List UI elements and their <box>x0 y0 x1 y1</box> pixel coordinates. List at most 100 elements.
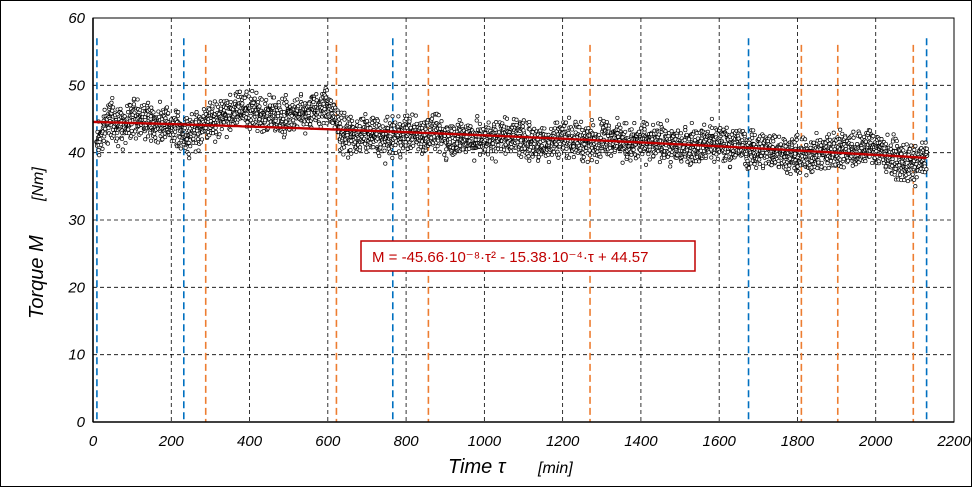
data-point <box>509 145 514 150</box>
data-point <box>109 100 114 105</box>
data-point <box>444 156 449 161</box>
data-point <box>863 139 868 144</box>
data-point <box>396 114 401 119</box>
data-point <box>803 137 808 142</box>
data-point <box>489 156 495 161</box>
data-point <box>255 128 260 134</box>
data-point <box>804 173 809 178</box>
data-point <box>106 125 111 131</box>
data-point <box>632 121 637 126</box>
data-point <box>776 165 782 170</box>
data-point <box>182 125 187 131</box>
data-point <box>777 134 782 139</box>
data-point <box>188 144 193 149</box>
data-point <box>794 137 799 142</box>
data-point <box>126 110 131 115</box>
data-point <box>924 167 929 172</box>
data-point <box>558 141 563 146</box>
data-point <box>874 149 879 154</box>
data-point <box>183 145 188 150</box>
data-point <box>580 159 586 164</box>
data-point <box>752 132 757 138</box>
data-point <box>166 111 171 116</box>
x-tick-label: 800 <box>394 433 420 450</box>
data-point <box>337 121 342 126</box>
data-point <box>514 122 519 128</box>
data-point <box>819 160 824 165</box>
data-point <box>349 151 354 156</box>
equation-box: M = -45.66·10⁻⁸·τ² - 15.38·10⁻⁴·τ + 44.5… <box>360 240 696 272</box>
data-point <box>377 153 382 159</box>
data-point <box>133 136 138 141</box>
data-point <box>668 160 673 165</box>
data-point <box>684 132 689 137</box>
data-point <box>644 122 650 127</box>
data-point <box>555 120 560 125</box>
data-point <box>724 125 729 130</box>
data-point <box>145 134 151 139</box>
data-point <box>783 144 788 149</box>
data-point <box>407 119 412 124</box>
data-point <box>831 130 836 135</box>
data-point <box>810 169 815 174</box>
data-point <box>826 132 831 137</box>
data-point <box>764 150 769 155</box>
data-point <box>546 140 551 145</box>
data-point <box>355 119 360 124</box>
data-point <box>291 118 296 123</box>
data-point <box>186 140 191 145</box>
data-point <box>787 163 792 168</box>
data-point <box>828 159 833 164</box>
data-point <box>841 165 846 170</box>
data-point <box>518 142 523 147</box>
data-point <box>913 184 918 189</box>
data-point <box>750 135 755 141</box>
data-point <box>151 110 156 115</box>
fit-equation: M = -45.66·10⁻⁸·τ² - 15.38·10⁻⁴·τ + 44.5… <box>372 249 648 266</box>
x-axis-unit: [min] <box>537 460 573 477</box>
data-point <box>514 117 519 122</box>
data-point <box>188 126 193 131</box>
data-point <box>397 122 402 127</box>
data-point <box>906 171 911 176</box>
data-point <box>496 143 501 148</box>
x-tick-label: 600 <box>315 433 341 450</box>
data-point <box>542 126 547 131</box>
data-point <box>467 146 472 151</box>
data-point <box>148 114 153 119</box>
data-point <box>445 127 450 132</box>
data-point <box>251 100 256 105</box>
data-point <box>876 159 881 164</box>
data-point <box>819 164 824 169</box>
data-point <box>370 115 375 120</box>
data-point <box>120 147 125 152</box>
data-point <box>629 152 634 157</box>
data-point <box>638 148 643 153</box>
data-point <box>493 159 498 164</box>
data-point <box>213 129 219 135</box>
data-point <box>686 137 692 142</box>
data-point <box>254 90 259 95</box>
data-point <box>521 128 526 133</box>
data-point <box>623 129 628 134</box>
data-point <box>618 125 623 130</box>
data-point <box>665 118 670 123</box>
data-point <box>663 129 668 134</box>
data-point <box>257 104 262 109</box>
data-point <box>536 158 541 163</box>
data-point <box>786 166 791 172</box>
data-point <box>414 121 419 126</box>
data-point <box>444 147 449 152</box>
data-point <box>631 147 636 152</box>
data-point <box>307 101 312 106</box>
data-point <box>236 104 241 109</box>
data-point <box>752 162 757 167</box>
data-point <box>890 139 895 144</box>
data-point <box>527 122 532 128</box>
data-point <box>398 152 403 157</box>
data-point <box>358 145 363 150</box>
data-point <box>519 154 524 159</box>
data-point <box>689 161 694 166</box>
data-point <box>827 137 832 142</box>
data-point <box>173 129 178 134</box>
